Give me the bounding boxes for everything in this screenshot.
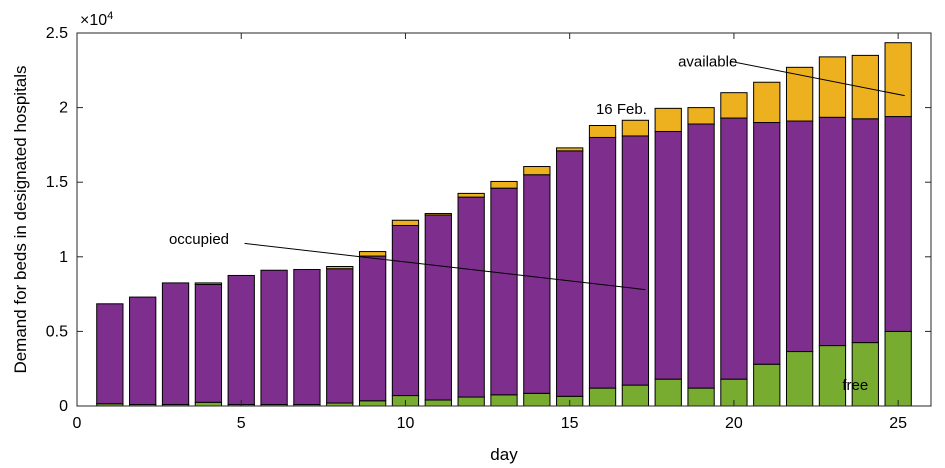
ticks-layer [76,32,931,407]
bar-available-day-13 [490,180,518,189]
bar-available-day-19 [687,107,715,125]
annotation-available: available [678,53,737,70]
bar-available-day-10 [391,219,420,226]
bar-available-day-16 [588,125,617,138]
bar-available-day-20 [720,92,748,119]
bar-occupied-day-17 [621,135,650,386]
annotation-line-occupied [244,242,646,291]
bar-occupied-day-8 [326,268,354,404]
y-tick-label: 2.5 [46,25,68,42]
bar-occupied-day-16 [588,136,617,389]
tick-labels-layer: 0 5 10 15 20 25 0 0.5 1 1.5 2 2.5 [46,25,907,432]
bar-available-day-12 [457,192,485,198]
bar-available-day-21 [753,81,781,124]
bar-free-day-19 [687,387,715,407]
bar-occupied-day-1 [96,303,124,405]
bar-occupied-day-4 [194,283,223,403]
annotation-16-feb: 16 Feb. [596,101,647,118]
bar-free-day-13 [490,394,518,407]
bar-free-day-9 [358,400,387,407]
bar-free-day-21 [753,363,781,407]
bar-occupied-day-24 [851,118,879,344]
bar-free-day-11 [424,399,452,407]
bar-free-day-12 [457,396,485,407]
bar-available-day-4 [194,282,223,285]
bar-free-day-17 [621,384,650,407]
bar-occupied-day-22 [785,120,814,353]
y-axis-label: Demand for beds in designated hospitals [11,65,30,373]
bar-available-day-14 [523,166,551,176]
bar-available-day-24 [851,54,879,120]
bar-occupied-day-11 [424,214,452,401]
y-tick-label: 0 [59,398,68,415]
bar-occupied-day-7 [293,268,321,406]
bar-available-day-9 [358,251,387,257]
annotation-line-available [730,60,905,97]
bar-occupied-day-2 [129,296,157,405]
bar-occupied-day-6 [260,269,288,406]
annotations-layer: available 16 Feb. occupied free [169,53,905,394]
y-tick-label: 2 [59,100,68,117]
bar-free-day-14 [523,392,551,407]
x-tick-label: 10 [397,415,415,432]
annotation-occupied: occupied [169,231,229,248]
bar-occupied-day-20 [720,117,748,380]
bar-occupied-day-13 [490,187,518,396]
bar-free-day-23 [818,345,847,407]
x-axis-label: day [490,445,518,464]
bar-occupied-day-12 [457,196,485,398]
bar-occupied-day-19 [687,123,715,389]
x-tick-label: 15 [561,415,579,432]
bar-free-day-4 [194,401,223,407]
bar-occupied-day-10 [391,224,420,397]
y-tick-label: 1 [59,249,68,266]
bar-occupied-day-9 [358,255,387,402]
x-tick-label: 5 [237,415,246,432]
bar-available-day-15 [556,147,584,152]
bar-free-day-22 [785,351,814,407]
bar-free-day-16 [588,387,617,407]
y-tick-label: 0.5 [46,323,68,340]
bar-occupied-day-21 [753,122,781,365]
bars-layer [96,42,912,407]
x-tick-label: 0 [73,415,82,432]
bar-free-day-25 [884,330,912,407]
bar-available-day-25 [884,42,912,118]
bar-occupied-day-25 [884,116,912,332]
bar-occupied-day-3 [161,282,190,406]
bar-free-day-24 [851,342,879,407]
bar-available-day-11 [424,213,452,216]
y-tick-label: 1.5 [46,174,68,191]
bar-free-day-18 [654,378,682,407]
y-exponent-label: ×104 [80,10,113,29]
bar-available-day-23 [818,56,847,118]
annotation-free: free [842,377,868,394]
bar-occupied-day-14 [523,174,551,394]
bar-occupied-day-18 [654,130,682,380]
bar-occupied-day-23 [818,116,847,347]
plot-frame [76,32,932,407]
bar-occupied-day-15 [556,150,584,397]
bar-available-day-18 [654,107,682,132]
bar-available-day-8 [326,266,354,270]
bar-occupied-day-5 [227,274,255,406]
x-tick-label: 25 [889,415,907,432]
bar-available-day-17 [621,119,650,137]
x-tick-label: 20 [725,415,743,432]
